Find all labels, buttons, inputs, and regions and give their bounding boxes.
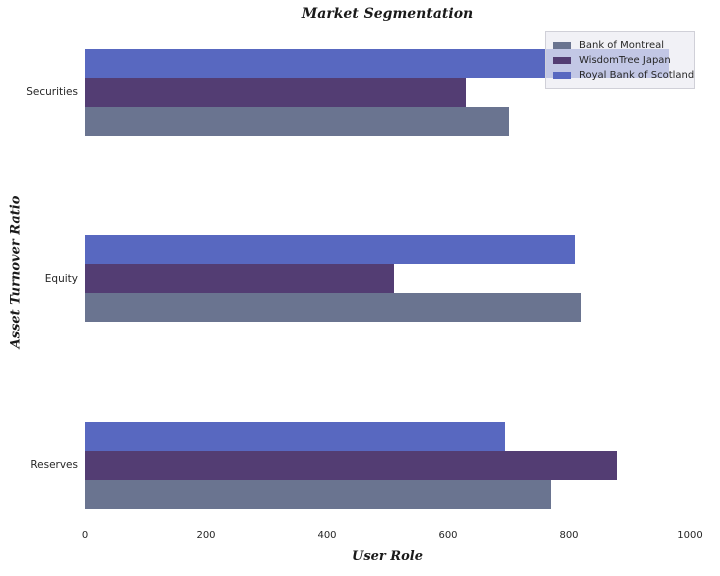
bar-reserves-wisdomtree-japan (85, 450, 617, 480)
legend-label: Bank of Montreal (579, 39, 665, 51)
bar-securities-wisdomtree-japan (85, 77, 466, 107)
x-tick-label-600: 600 (438, 530, 458, 541)
y-axis-label-text: Asset Turnover Ratio (8, 195, 24, 349)
x-tick-label-0: 0 (81, 530, 89, 541)
bar-equity-bank-of-montreal (85, 293, 581, 322)
y-tick-label-reserves: Reserves (30, 459, 78, 471)
legend-row-wisdomtree-japan: WisdomTree Japan (553, 53, 687, 67)
legend: Bank of Montreal WisdomTree Japan Royal Ba… (545, 31, 695, 89)
y-tick-label-equity: Equity (44, 272, 78, 285)
legend-swatch-icon (553, 71, 571, 79)
x-tick-label-400: 400 (317, 530, 337, 541)
x-tick-label-800: 800 (559, 530, 579, 541)
y-tick-label-securities: Securities (26, 86, 78, 98)
legend-swatch-icon (553, 56, 571, 64)
bar-equity-wisdomtree-japan (85, 264, 394, 293)
bar-reserves-bank-of-montreal (85, 479, 551, 509)
chart-title: Market Segmentation (301, 6, 474, 22)
legend-label: WisdomTree Japan (579, 54, 671, 66)
legend-label: Royal Bank of Scotland (579, 69, 695, 81)
bar-securities-bank-of-montreal (85, 106, 509, 136)
x-tick-label-1000: 1000 (677, 530, 703, 541)
legend-row-royal-bank-of-scotland: Royal Bank of Scotland (553, 68, 694, 82)
x-axis-label: User Role (352, 549, 423, 564)
legend-swatch-icon (553, 41, 571, 49)
bar-equity-royal-bank-of-scotland (85, 235, 575, 264)
legend-row-bank-of-montreal: Bank of Montreal (553, 38, 687, 52)
x-tick-label-200: 200 (196, 530, 216, 541)
bar-reserves-royal-bank-of-scotland (85, 421, 505, 451)
